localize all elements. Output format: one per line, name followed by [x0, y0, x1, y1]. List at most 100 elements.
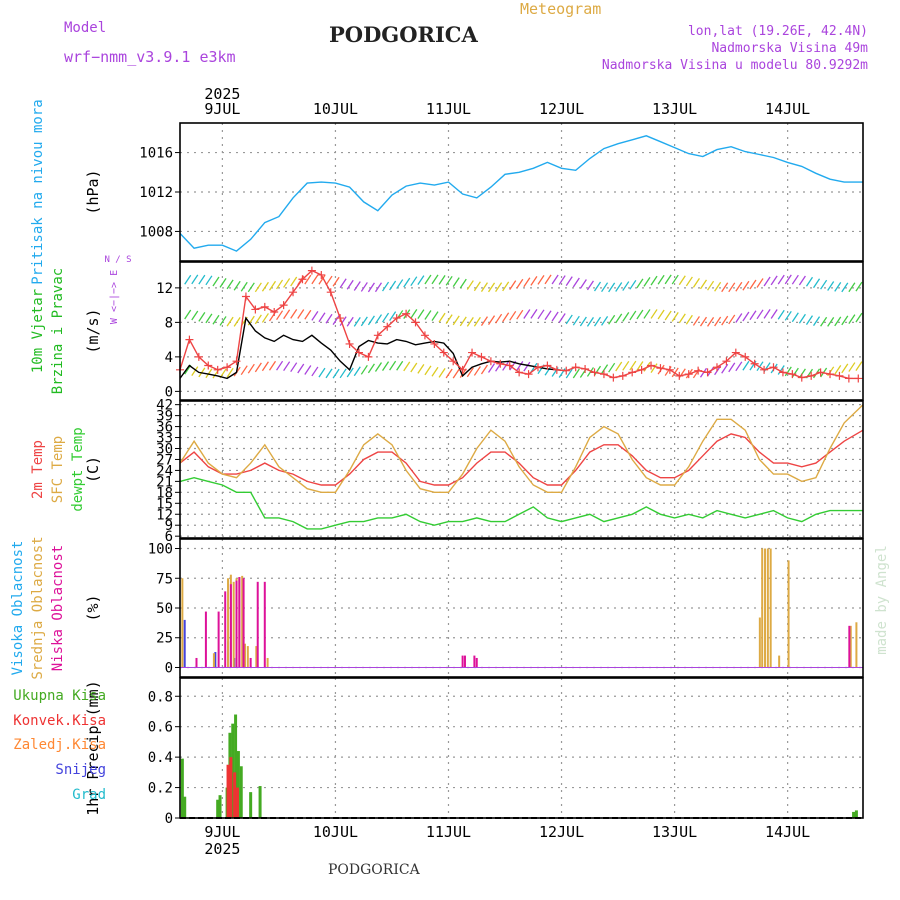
wind-barb — [374, 314, 383, 324]
wind-gust-point — [797, 373, 806, 382]
wind-barb — [332, 276, 340, 287]
x-tick-label-top: 14JUL — [765, 100, 810, 118]
precip-legend-item: Zaledj.Kisa — [13, 737, 106, 753]
model-name: wrf−nmm_v3.9.1 e3km — [64, 48, 236, 66]
wind-barb — [516, 309, 524, 320]
wind-gust-point — [486, 357, 495, 366]
wind-barb — [678, 275, 686, 286]
wind-gust-point — [552, 365, 561, 374]
wind-barb — [615, 313, 623, 324]
wind-barb — [791, 274, 799, 285]
temperature-dewpt-temp-line — [179, 476, 863, 530]
wind-barb — [657, 274, 665, 285]
wind-barb — [283, 361, 291, 372]
wind-barb — [551, 274, 559, 285]
wind-barb — [452, 368, 460, 379]
precip-ukupna-kisa-bar — [234, 714, 238, 818]
wind-gust-point — [835, 371, 844, 380]
wind-side-label: 10m Vjetar — [30, 289, 46, 373]
wind-barb — [608, 314, 616, 325]
clouds-srednja-oblacnost-bar — [266, 657, 269, 668]
clouds-niska-oblacnost-bar — [242, 578, 245, 668]
wind-barb — [671, 311, 679, 322]
wind-barb — [360, 364, 368, 375]
wind-barb — [827, 316, 835, 327]
precip-ukupna-kisa-bar — [231, 723, 235, 818]
wind-barb — [544, 310, 552, 321]
wind-barb — [749, 279, 757, 290]
wind-barb — [360, 282, 368, 292]
wind-barb — [473, 281, 481, 292]
wind-barb — [445, 314, 453, 324]
wind-gust-point — [571, 363, 580, 372]
clouds-srednja-oblacnost-bar — [766, 548, 769, 668]
wind-barb — [551, 311, 559, 322]
wind-barb — [290, 309, 298, 319]
wind-barb — [537, 309, 545, 320]
wind-gust-point — [213, 365, 222, 374]
wind-barb — [615, 282, 623, 292]
wind-gust-point — [694, 366, 703, 375]
wind-barb — [742, 311, 750, 322]
wind-gust-point — [562, 366, 571, 375]
clouds-srednja-oblacnost-bar — [758, 617, 761, 668]
wind-barb — [261, 281, 269, 292]
wind-barb — [304, 365, 312, 375]
wind-barb — [382, 312, 390, 323]
x-year-bottom: 2025 — [204, 840, 240, 858]
wind-barb — [502, 281, 510, 292]
clouds-srednja-oblacnost-bar — [227, 578, 230, 668]
wind-barb — [509, 280, 517, 291]
wind-barb — [184, 274, 192, 285]
wind-ytick-label: 4 — [165, 350, 173, 366]
precip-ukupna-kisa-bar — [216, 799, 220, 818]
wind-gust-point — [392, 314, 401, 323]
wind-barb — [586, 367, 594, 377]
wind-barb — [438, 367, 446, 378]
wind-barb — [657, 364, 665, 375]
wind-barb — [735, 281, 743, 292]
wind-barb — [431, 311, 439, 322]
precip-ukupna-kisa-bar — [249, 792, 253, 818]
wind-barb — [346, 367, 354, 378]
wind-barb — [480, 282, 489, 292]
wind-barb — [417, 309, 425, 320]
wind-barb — [367, 315, 375, 326]
precip-ukupna-kisa-bar — [218, 795, 222, 818]
precip-ylabel: 1hr Precip (mm) — [84, 680, 102, 815]
wind-barb — [565, 314, 573, 325]
x-tick-label-bottom: 14JUL — [765, 823, 810, 841]
wind-barb — [593, 316, 602, 327]
wind-gust-point — [458, 365, 467, 374]
wind-barb — [643, 277, 651, 287]
wind-barb — [685, 276, 693, 287]
precip-ytick-label: 0.4 — [148, 750, 173, 766]
wind-barb — [523, 309, 531, 319]
wind-gust-point — [232, 357, 241, 366]
wind-barb — [784, 274, 792, 285]
temperature-ytick-label: 9 — [165, 518, 173, 534]
temperature-ytick-label: 27 — [156, 452, 173, 468]
wind-barb — [240, 281, 248, 292]
wind-barb — [410, 362, 418, 373]
wind-barb — [353, 366, 361, 377]
wind-barb — [791, 367, 799, 378]
wind-frame — [179, 261, 864, 401]
wind-gust-point — [439, 348, 448, 357]
wind-barb — [325, 313, 333, 324]
wind-barb — [374, 282, 383, 293]
clouds-visoka-oblacnost-bar — [183, 619, 186, 668]
clouds-niska-oblacnost-bar — [217, 611, 220, 668]
x-tick-label-top: 13JUL — [652, 100, 697, 118]
wind-gust-point — [750, 359, 759, 368]
clouds-ytick-label: 50 — [156, 601, 173, 617]
wind-gust-point — [364, 352, 373, 361]
wind-barb — [254, 282, 262, 293]
wind-barb — [452, 277, 460, 287]
wind-barb — [191, 366, 199, 376]
wind-barb — [777, 274, 785, 285]
wind-gust-point — [609, 373, 618, 382]
wind-barb — [353, 316, 361, 327]
pressure-ytick-label: 1016 — [139, 146, 173, 162]
